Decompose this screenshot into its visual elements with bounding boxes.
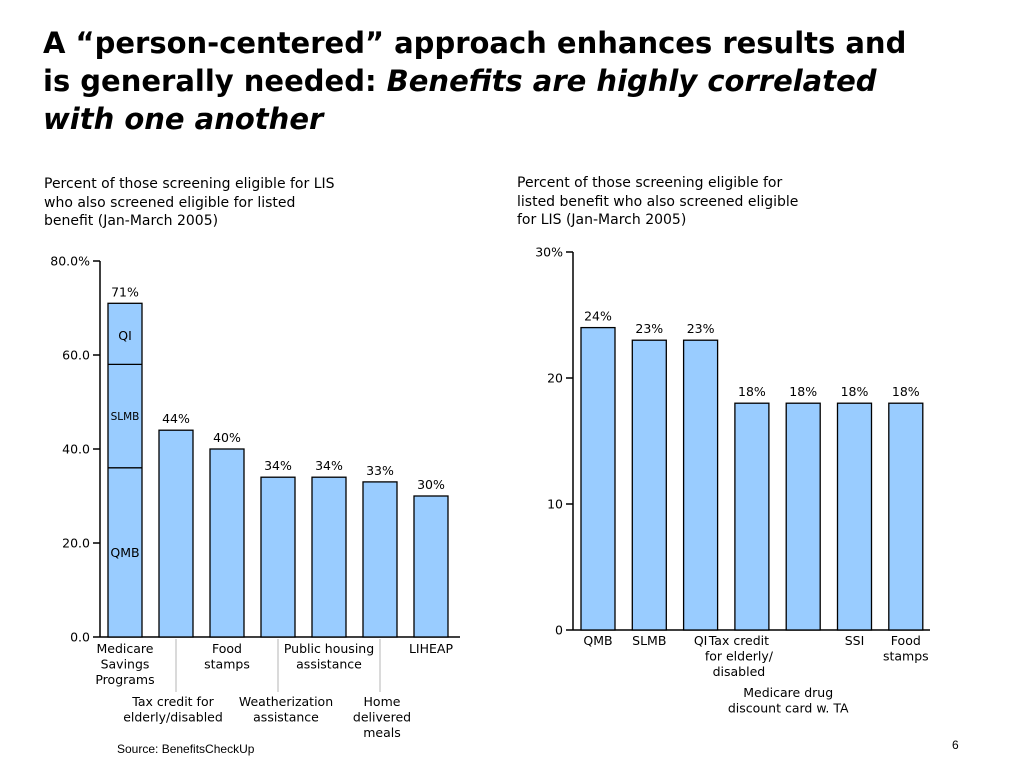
stack-segment-label: SLMB [111, 411, 140, 423]
bar-value-label: 30% [417, 477, 445, 492]
page-number: 6 [952, 738, 959, 752]
bar [107, 302, 143, 638]
y-tick-label: 30% [535, 245, 563, 260]
bar-value-label: 23% [687, 321, 715, 336]
bar-value-label: 23% [635, 321, 663, 336]
left-chart-title: Percent of those screening eligible for … [44, 176, 335, 229]
x-category-label: assistance [253, 710, 319, 725]
bar [836, 402, 873, 631]
x-category-label: stamps [204, 657, 250, 672]
bar [158, 429, 194, 638]
bar [362, 481, 398, 638]
title-emphasis: Benefits are highly correlated with one … [43, 64, 877, 136]
bar [260, 476, 296, 638]
bar [785, 402, 821, 631]
source-note: Source: BenefitsCheckUp [117, 742, 255, 756]
x-category-label: SLMB [632, 633, 666, 648]
stack-segment-label: QMB [110, 545, 139, 560]
x-category-label: delivered [353, 710, 411, 725]
x-category-label: Medicare drug [743, 685, 833, 700]
x-category-label: Public housing [284, 641, 374, 656]
x-category-label: disabled [713, 664, 766, 679]
bar-value-label: 34% [264, 458, 292, 473]
bar-value-label: 24% [584, 309, 612, 324]
x-category-label: for elderly/ [705, 649, 774, 664]
bar [580, 326, 616, 631]
x-category-label: discount card w. TA [728, 701, 849, 716]
bar [631, 339, 667, 631]
left-bar-chart: 0.0 20.0 40.0 60.0 80.0% 71% 44% 40% 34% 34% 33% 30… [50, 254, 460, 740]
x-category-label: Tax credit [708, 633, 769, 648]
x-category-label: meals [363, 725, 401, 740]
x-category-label: stamps [883, 649, 929, 664]
x-category-label: QI [694, 633, 708, 648]
x-category-label: Medicare [97, 641, 154, 656]
bar-value-label: 34% [315, 458, 343, 473]
bar-value-label: 18% [738, 384, 766, 399]
bar-value-label: 71% [111, 284, 139, 299]
bar-value-label: 44% [162, 411, 190, 426]
y-tick-label: 20.0 [62, 536, 90, 551]
bar [311, 476, 347, 638]
y-tick-label: 80.0% [50, 254, 90, 269]
x-category-label: assistance [296, 657, 362, 672]
bar-value-label: 40% [213, 430, 241, 445]
x-category-label: Food [891, 633, 921, 648]
x-category-label: QMB [583, 633, 612, 648]
y-tick-label: 0 [555, 623, 563, 638]
y-tick-label: 60.0 [62, 348, 90, 363]
x-category-label: Weatherization [239, 694, 333, 709]
right-chart-title: Percent of those screening eligible for … [517, 175, 799, 228]
x-category-label: Tax credit for [131, 694, 214, 709]
stack-segment-label: QI [118, 328, 132, 343]
bar [888, 402, 924, 631]
x-category-label: SSI [845, 633, 865, 648]
x-category-label: Savings [101, 657, 150, 672]
y-tick-label: 10 [547, 497, 563, 512]
y-tick-label: 20 [547, 371, 563, 386]
page-title: A “person-centered” approach enhances re… [43, 24, 943, 138]
bar [682, 339, 719, 631]
y-tick-label: 40.0 [62, 442, 90, 457]
bar-value-label: 18% [789, 384, 817, 399]
bar-value-label: 18% [841, 384, 869, 399]
bar-value-label: 33% [366, 463, 394, 478]
y-tick-label: 0.0 [70, 630, 90, 645]
bar [413, 495, 449, 638]
bar-value-label: 18% [892, 384, 920, 399]
x-category-label: LIHEAP [409, 641, 453, 656]
bar [209, 448, 245, 638]
x-category-label: Food [212, 641, 242, 656]
right-bar-chart: 0 10 20 30% 24% 23% 23% 18% 18% 18% 18% QMB SLMB QI Ta… [535, 245, 930, 716]
title-plain: A “person-centered” approach enhances re… [43, 26, 907, 98]
x-category-label: elderly/disabled [123, 710, 223, 725]
x-category-label: Programs [95, 672, 154, 687]
x-category-label: Home [364, 694, 401, 709]
bar [734, 402, 770, 631]
